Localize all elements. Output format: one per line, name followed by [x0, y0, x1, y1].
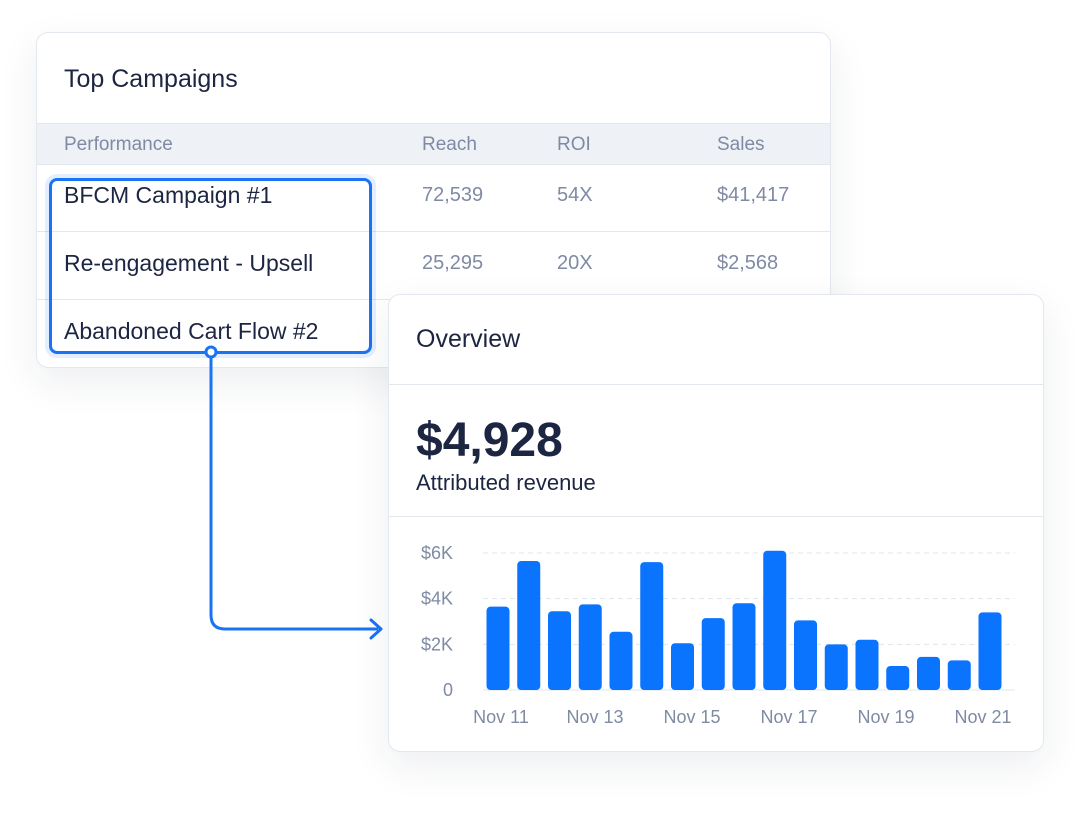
x-tick-label: Nov 15: [663, 707, 720, 727]
x-tick-label: Nov 17: [760, 707, 817, 727]
column-header-performance: Performance: [64, 134, 173, 155]
column-header-sales: Sales: [717, 134, 765, 155]
top-campaigns-title: Top Campaigns: [64, 65, 238, 93]
bar: [794, 620, 817, 690]
bar: [886, 666, 910, 690]
table-row[interactable]: Abandoned Cart Flow #2: [37, 300, 830, 367]
campaign-name[interactable]: Re-engagement - Upsell: [64, 250, 314, 276]
x-tick-label: Nov 11: [473, 707, 529, 727]
bar: [486, 606, 510, 690]
bar: [578, 604, 602, 690]
divider: [389, 516, 1043, 517]
y-tick-label: 0: [443, 680, 453, 700]
bar: [671, 643, 694, 690]
x-tick-label: Nov 21: [954, 707, 1011, 727]
bar: [517, 560, 541, 690]
campaign-reach: 72,539: [422, 184, 484, 206]
campaign-sales: $41,417: [717, 184, 790, 206]
y-tick-label: $2K: [421, 634, 453, 654]
campaign-selection-highlight: [49, 178, 372, 354]
y-tick-label: $6K: [421, 543, 453, 563]
bar: [609, 631, 633, 690]
x-tick-label: Nov 19: [857, 707, 914, 727]
table-header: Performance Reach ROI Sales: [37, 123, 830, 165]
bar: [640, 562, 664, 690]
bar: [947, 660, 971, 690]
bar: [978, 612, 1002, 690]
campaign-roi: 54X: [557, 184, 593, 206]
bar: [855, 639, 879, 690]
campaign-name[interactable]: BFCM Campaign #1: [64, 182, 273, 208]
overview-title: Overview: [416, 325, 521, 353]
attributed-revenue-value: $4,928: [416, 414, 563, 467]
revenue-bar-chart: 0 $2K $4K $6K Nov 11 Nov 13 Nov 15 Nov 17 Nov 19…: [421, 543, 1015, 727]
x-tick-label: Nov 13: [566, 707, 623, 727]
overview-card: Overview $4,928 Attributed revenue 0 $2K $…: [388, 294, 1044, 752]
y-tick-label: $4K: [421, 589, 453, 609]
campaign-sales: $2,568: [717, 252, 779, 274]
campaign-name[interactable]: Abandoned Cart Flow #2: [64, 318, 319, 344]
bar: [732, 603, 756, 690]
bar: [701, 618, 725, 690]
campaign-roi: 20X: [557, 252, 593, 274]
bar: [548, 611, 571, 690]
attributed-revenue-label: Attributed revenue: [416, 470, 596, 495]
bar: [824, 644, 848, 690]
divider: [389, 384, 1043, 385]
campaign-reach: 25,295: [422, 252, 484, 274]
bar: [763, 550, 787, 690]
arrowhead-icon: [369, 618, 383, 640]
column-header-roi: ROI: [557, 134, 591, 155]
column-header-reach: Reach: [422, 134, 477, 155]
connector-line: [209, 352, 378, 631]
table-row[interactable]: BFCM Campaign #1 72,539 54X $41,417: [37, 164, 830, 232]
bar: [917, 656, 940, 690]
